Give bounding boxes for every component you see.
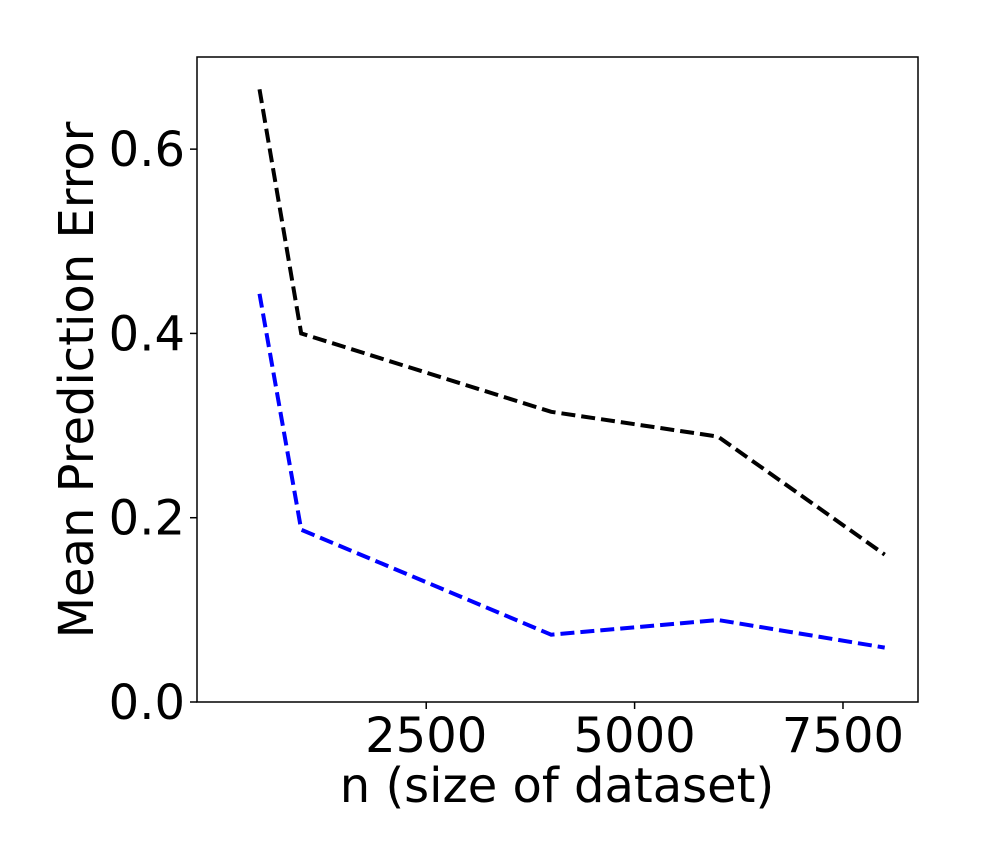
plot-area [196, 56, 919, 703]
x-axis-ticks: 2500 5000 7500 [365, 702, 904, 764]
y-tick-label: 0.4 [109, 306, 185, 362]
y-tick-label: 0.6 [109, 122, 185, 178]
series-layer [257, 88, 886, 650]
y-axis-label: Mean Prediction Error [49, 121, 105, 638]
x-tick-label: 7500 [782, 708, 904, 764]
y-axis-ticks: 0.0 0.2 0.4 0.6 [109, 122, 197, 731]
x-tick-label: 5000 [574, 708, 696, 764]
y-tick-label: 0.0 [109, 675, 185, 731]
x-axis-label: n (size of dataset) [340, 758, 774, 814]
y-tick-label: 0.2 [109, 491, 185, 547]
x-tick-label: 2500 [365, 708, 487, 764]
